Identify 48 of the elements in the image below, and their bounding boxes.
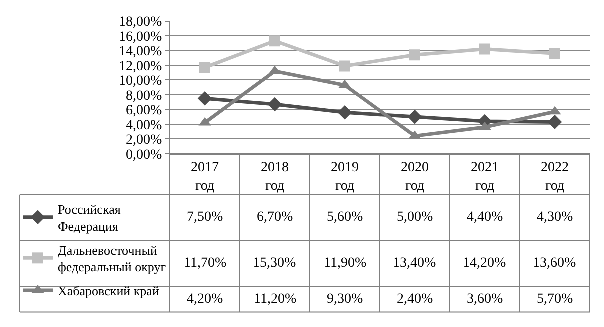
point xyxy=(198,91,212,106)
data-label: 5,60% xyxy=(327,210,364,225)
point xyxy=(410,50,420,61)
data-label: 4,20% xyxy=(187,292,224,307)
legend-label: Хабаровский край xyxy=(58,284,160,299)
x-tick-label: 2019 год xyxy=(331,160,359,194)
point xyxy=(338,105,352,120)
x-tick-label: 2021 год xyxy=(471,160,499,194)
y-tick-label: 16,00% xyxy=(119,30,163,45)
data-label: 11,90% xyxy=(324,256,367,271)
data-label: 3,60% xyxy=(467,292,504,307)
data-label: 13,60% xyxy=(533,256,576,271)
y-tick-label: 10,00% xyxy=(119,74,163,90)
y-tick-label: 8,00% xyxy=(126,88,163,104)
x-tick-label: 2022 год xyxy=(541,160,569,194)
data-label: 11,20% xyxy=(254,292,297,307)
point xyxy=(200,62,210,74)
data-label: 4,30% xyxy=(537,210,574,225)
legend-label: Российская Федерация xyxy=(58,202,121,234)
data-label: 9,30% xyxy=(327,292,364,307)
y-tick-label: 4,00% xyxy=(126,118,163,134)
point xyxy=(550,48,560,60)
y-tick-label: 2,00% xyxy=(126,133,163,148)
point xyxy=(480,44,490,55)
data-label: 11,70% xyxy=(184,256,227,271)
point xyxy=(268,97,282,112)
data-label: 15,30% xyxy=(253,256,296,271)
data-label: 4,40% xyxy=(467,210,504,225)
x-tick-label: 2018 год xyxy=(261,160,289,194)
point xyxy=(270,36,280,47)
data-label: 14,20% xyxy=(463,256,506,271)
data-label: 6,70% xyxy=(257,210,294,225)
data-label: 5,00% xyxy=(397,210,434,225)
y-tick-label: 12,00% xyxy=(119,59,163,74)
data-label: 2,40% xyxy=(397,292,434,307)
data-label: 5,70% xyxy=(537,292,574,307)
x-tick-label: 2020 год xyxy=(401,160,429,194)
legend-label: Дальневосточный федеральный округ xyxy=(58,242,166,275)
point xyxy=(548,115,562,130)
y-tick-label: 6,00% xyxy=(126,104,163,119)
point xyxy=(408,110,422,124)
data-label: 7,50% xyxy=(187,210,224,225)
y-tick-label: 0,00% xyxy=(126,148,163,163)
y-tick-label: 14,00% xyxy=(119,44,163,60)
y-tick-label: 18,00% xyxy=(119,15,163,30)
x-tick-label: 2017 год xyxy=(191,160,219,194)
point xyxy=(340,60,350,72)
data-label: 13,40% xyxy=(393,256,436,271)
